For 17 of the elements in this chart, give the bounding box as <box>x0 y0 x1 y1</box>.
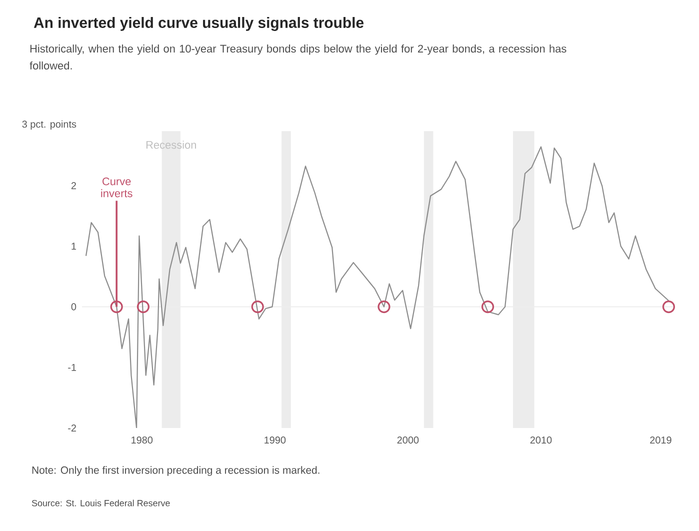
x-tick-label: 1990 <box>264 436 286 444</box>
x-tick-label: 2010 <box>530 436 552 444</box>
y-tick-label: 0 <box>71 303 76 310</box>
y-tick-label: -2 <box>68 424 76 432</box>
source-note: Source: St. Louis Federal Reserve <box>32 500 170 506</box>
text: Note: Only the first inversion preceding a recession is marked. <box>32 466 320 476</box>
x-tick-label: 1980 <box>132 436 153 444</box>
y-tick-label: 1 <box>72 242 76 250</box>
x-tick-label: 2019 <box>650 436 672 444</box>
annotation: Curve inverts <box>101 178 132 198</box>
y-tick-label: 3 pct. points <box>22 120 76 130</box>
y-tick-label: 2 <box>71 182 76 190</box>
y-tick-label: -1 <box>68 364 76 371</box>
x-tick-label: 2000 <box>397 436 419 444</box>
chart-title: An inverted yield curve usually signals trouble <box>34 16 364 31</box>
chart-subtitle: Historically, when the yield on 10-year Treasury bonds dips below the yield for 2-year bonds, a recession has followed. <box>30 44 566 70</box>
band-label: Recession <box>146 140 196 149</box>
